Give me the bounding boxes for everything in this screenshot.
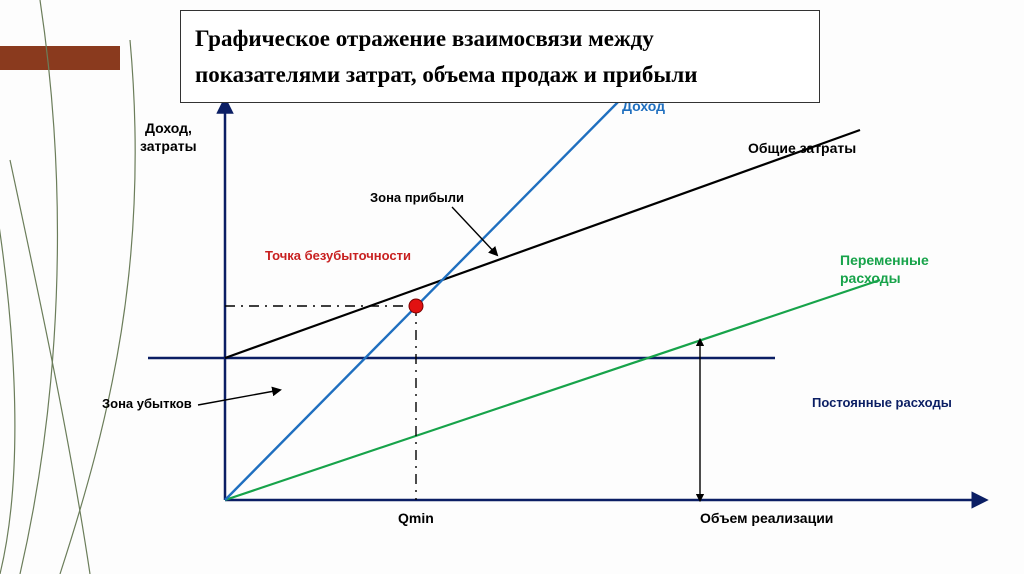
title-line-2: показателями затрат, объема продаж и при… (195, 57, 805, 93)
x-axis-label: Объем реализации (700, 510, 833, 526)
title-line-1: Графическое отражение взаимосвязи между (195, 21, 805, 57)
fixed-cost-label: Постоянные расходы (812, 395, 952, 410)
variable-cost-line (225, 280, 880, 500)
loss-zone-arrow (198, 390, 280, 405)
loss-zone-label: Зона убытков (102, 396, 192, 411)
profit-zone-label: Зона прибыли (370, 190, 464, 205)
breakeven-point (409, 299, 423, 313)
total-cost-label: Общие затраты (748, 140, 856, 156)
y-axis-label-l1: Доход, (145, 120, 192, 136)
variable-cost-label-l2: расходы (840, 270, 901, 286)
total-cost-line (225, 130, 860, 358)
title-box: Графическое отражение взаимосвязи между … (180, 10, 820, 103)
variable-cost-label-l1: Переменные (840, 252, 929, 268)
qmin-label: Qmin (398, 510, 434, 526)
y-axis-label-l2: затраты (140, 138, 197, 154)
breakeven-label: Точка безубыточности (265, 248, 411, 263)
revenue-line (225, 100, 620, 500)
